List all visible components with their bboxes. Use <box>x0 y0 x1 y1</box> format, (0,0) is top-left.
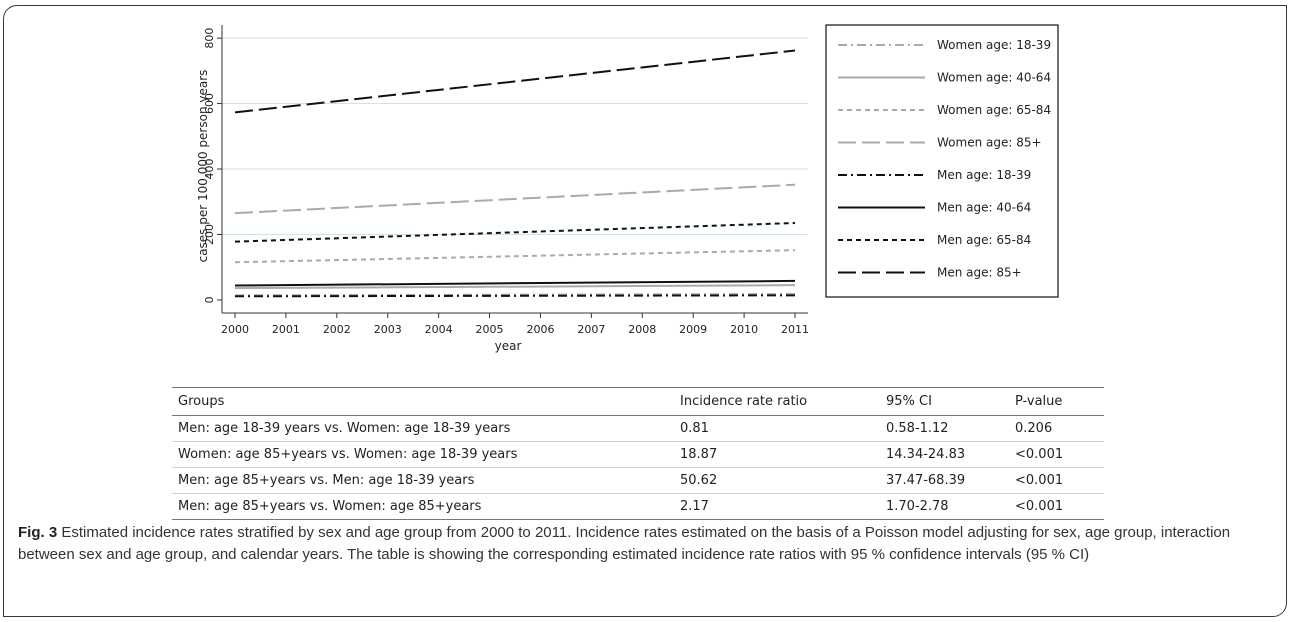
legend-label: Women age: 18-39 <box>937 38 1051 52</box>
series-lines <box>234 49 796 298</box>
legend-label: Women age: 85+ <box>937 136 1042 150</box>
legend-label: Men age: 40-64 <box>937 201 1031 215</box>
series-line-3 <box>234 249 796 264</box>
cell-p: <0.001 <box>1015 473 1064 488</box>
grid-lines <box>222 37 808 235</box>
cell-ci: 37.47-68.39 <box>886 473 966 488</box>
legend-label: Women age: 40-64 <box>937 71 1051 85</box>
cell-irr: 18.87 <box>680 447 718 462</box>
series-line-6 <box>234 279 796 287</box>
legend-label: Men age: 18-39 <box>937 168 1031 182</box>
x-axis-label: year <box>495 339 522 353</box>
table-row: Women: age 85+years vs. Women: age 18-39… <box>172 442 1104 468</box>
y-tick-label: 800 <box>203 28 216 49</box>
figure-caption: Fig. 3 Estimated incidence rates stratif… <box>18 522 1273 566</box>
x-tick-label: 2000 <box>221 323 249 336</box>
header-groups: Groups <box>178 394 225 409</box>
series-line-8 <box>234 49 796 114</box>
caption-label: Fig. 3 <box>18 524 58 541</box>
figure-frame <box>3 5 1287 617</box>
x-tick-label: 2007 <box>577 323 605 336</box>
chart-legend: Women age: 18-39 Women age: 40-64 Women ag… <box>825 24 1059 298</box>
y-tick-label: 0 <box>203 296 216 303</box>
header-ci: 95% CI <box>886 394 932 409</box>
incidence-line-chart: 0 200 400 600 800 2000 2001 2002 2003 2004 2005 200… <box>196 24 1059 353</box>
x-tick-label: 2004 <box>425 323 453 336</box>
series-line-4 <box>234 183 796 215</box>
cell-irr: 0.81 <box>680 421 709 436</box>
cell-p: <0.001 <box>1015 447 1064 462</box>
x-tick-label: 2006 <box>526 323 554 336</box>
y-tick-label: 200 <box>203 224 216 245</box>
cell-group: Men: age 85+years vs. Women: age 85+year… <box>178 499 482 514</box>
header-incidence-rate-ratio: Incidence rate ratio <box>680 394 808 409</box>
cell-group: Women: age 85+years vs. Women: age 18-39… <box>178 447 518 462</box>
cell-ci: 0.58-1.12 <box>886 421 949 436</box>
table-row: Men: age 18-39 years vs. Women: age 18-3… <box>172 416 1104 442</box>
cell-ci: 1.70-2.78 <box>886 499 949 514</box>
y-tick-label: 600 <box>203 93 216 114</box>
x-tick-label: 2001 <box>272 323 300 336</box>
caption-text: Estimated incidence rates stratified by … <box>18 524 1231 563</box>
cell-ci: 14.34-24.83 <box>886 447 966 462</box>
legend-label: Women age: 65-84 <box>937 103 1051 117</box>
series-line-1 <box>234 293 796 297</box>
legend-label: Men age: 65-84 <box>937 233 1031 247</box>
x-tick-label: 2003 <box>374 323 402 336</box>
cell-group: Men: age 18-39 years vs. Women: age 18-3… <box>178 421 511 436</box>
x-tick-label: 2002 <box>323 323 351 336</box>
cell-p: <0.001 <box>1015 499 1064 514</box>
table-row: Men: age 85+years vs. Women: age 85+year… <box>172 494 1104 520</box>
x-tick-label: 2010 <box>730 323 758 336</box>
cell-irr: 2.17 <box>680 499 709 514</box>
series-line-5 <box>234 294 796 298</box>
series-line-2 <box>234 284 796 290</box>
table-row: Men: age 85+years vs. Men: age 18-39 yea… <box>172 468 1104 494</box>
cell-p: 0.206 <box>1015 421 1053 436</box>
x-tick-label: 2011 <box>781 323 809 336</box>
cell-group: Men: age 85+years vs. Men: age 18-39 yea… <box>178 473 475 488</box>
y-tick-label: 400 <box>203 159 216 180</box>
cell-irr: 50.62 <box>680 473 718 488</box>
header-p-value: P-value <box>1015 394 1063 409</box>
chart-axes: 0 200 400 600 800 2000 2001 2002 2003 2004 2005 200… <box>203 25 809 336</box>
x-tick-label: 2005 <box>476 323 504 336</box>
legend-box <box>825 24 1059 298</box>
table-header-row: Groups Incidence rate ratio 95% CI P-val… <box>172 387 1104 416</box>
incidence-rate-ratio-table: Groups Incidence rate ratio 95% CI P-val… <box>172 387 1104 520</box>
x-tick-label: 2009 <box>679 323 707 336</box>
series-line-7 <box>234 222 796 243</box>
x-tick-label: 2008 <box>628 323 656 336</box>
legend-label: Men age: 85+ <box>937 266 1022 280</box>
y-axis-label: cases per 100,000 person years <box>196 70 210 263</box>
